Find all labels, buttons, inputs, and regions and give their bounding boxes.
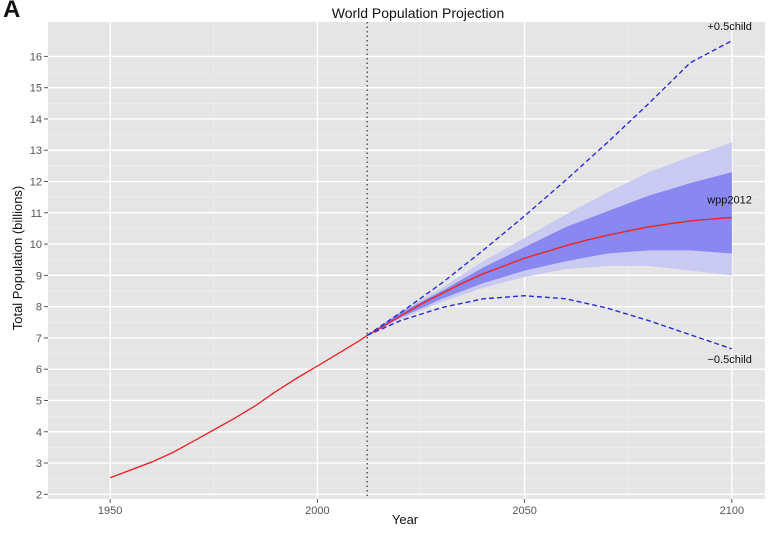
chart-title: World Population Projection <box>332 5 505 21</box>
x-tick-label: 2050 <box>512 505 536 517</box>
x-tick-label: 2100 <box>720 505 744 517</box>
series-label: wpp2012 <box>706 194 752 206</box>
series-line <box>109 216 732 479</box>
series-lines <box>109 40 733 479</box>
x-tick-label: 2000 <box>305 505 329 517</box>
y-tick-label: 15 <box>30 83 42 95</box>
y-tick-label: 12 <box>30 177 42 189</box>
uncertainty-band <box>367 172 732 336</box>
y-tick-label: 11 <box>31 208 42 220</box>
y-tick-label: 8 <box>36 302 42 314</box>
y-axis-label: Total Population (billions) <box>10 186 25 331</box>
y-tick-label: 16 <box>30 51 42 63</box>
y-tick-label: 13 <box>30 145 42 157</box>
y-tick-label: 9 <box>36 270 42 282</box>
y-tick-label: 5 <box>36 395 42 407</box>
x-axis-label: Year <box>392 512 419 527</box>
series-annotations: +0.5child wpp2012 −0.5child <box>706 21 752 366</box>
y-axis-ticks: 2 3 4 5 6 7 8 9 10 11 12 13 14 15 16 <box>30 51 48 501</box>
x-axis-ticks: 1950 2000 2050 2100 <box>98 499 744 517</box>
grid-lines <box>48 22 765 499</box>
series-line <box>366 294 733 350</box>
projection-bands <box>367 142 732 336</box>
series-line <box>366 40 733 336</box>
series-label: −0.5child <box>708 354 752 366</box>
y-tick-label: 14 <box>30 114 42 126</box>
y-tick-label: 6 <box>36 364 42 376</box>
y-tick-label: 4 <box>36 427 42 439</box>
x-tick-label: 1950 <box>98 505 122 517</box>
y-tick-label: 2 <box>36 489 42 501</box>
series-label: +0.5child <box>708 21 752 33</box>
y-tick-label: 7 <box>36 333 42 345</box>
panel-letter: A <box>3 0 21 23</box>
y-tick-label: 10 <box>30 239 42 251</box>
y-tick-label: 3 <box>36 458 42 470</box>
